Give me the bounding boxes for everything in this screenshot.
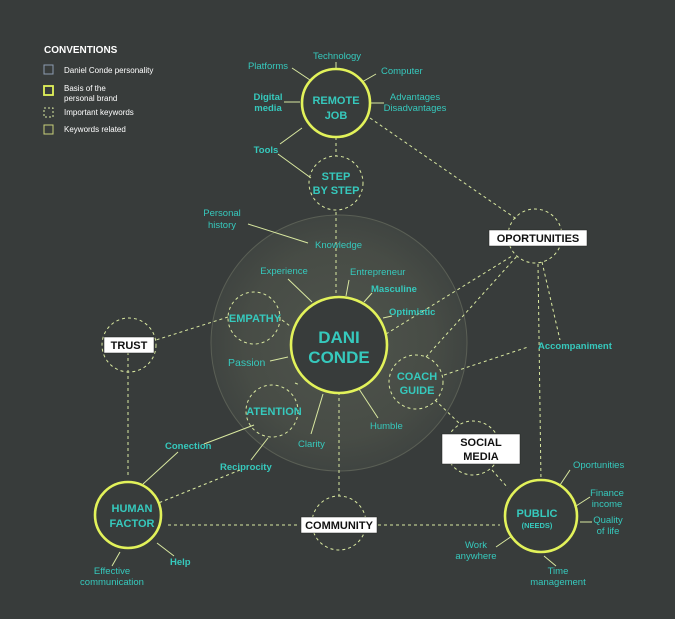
oportunities-small-text: Oportunities: [573, 460, 624, 471]
social-media-box: [441, 433, 521, 465]
humble-text: Humble: [370, 421, 403, 432]
remote-job-line2: JOB: [325, 110, 348, 122]
digital-media-line2: media: [254, 103, 282, 114]
computer-text: Computer: [381, 66, 423, 77]
advantages-line2: Disadvantages: [384, 103, 447, 114]
public-ring: [503, 478, 579, 554]
legend-swatch-personality: [43, 64, 54, 75]
atention-label: ATENTION: [246, 406, 301, 418]
effective-communication-line2: communication: [80, 577, 144, 588]
conection-text: Conection: [165, 441, 212, 452]
empathy-circle: [227, 291, 281, 345]
center-line1: DANI: [318, 328, 360, 347]
legend-swatch-related: [43, 124, 54, 135]
quality-of-life-line2: of life: [597, 526, 620, 537]
experience-text: Experience: [260, 266, 308, 277]
personal-history-line1: Personal: [203, 208, 241, 219]
coach-guide-circle: [388, 354, 444, 410]
time-management-line2: management: [530, 577, 586, 588]
community-box: [300, 516, 378, 534]
accompaniment-text: Accompaniment: [538, 341, 613, 352]
coach-guide-line1: COACH: [397, 371, 437, 383]
time-management-line1: Time: [548, 566, 569, 577]
legend: CONVENTIONS Daniel Conde personality Bas…: [43, 45, 153, 135]
human-factor-line1: HUMAN: [112, 503, 153, 515]
legend-swatch-basis: [43, 85, 54, 96]
dani-conde-ring: [289, 295, 389, 395]
social-media-line1: SOCIAL: [460, 437, 502, 449]
help-text: Help: [170, 557, 191, 568]
legend-basis-line1: Basis of the: [64, 84, 106, 93]
coach-guide-line2: GUIDE: [400, 385, 435, 397]
human-factor-ring: [93, 480, 163, 550]
oportunities-label: OPORTUNITIES: [497, 233, 580, 245]
public-line1: PUBLIC: [517, 508, 558, 520]
optimistic-text: Optimistic: [389, 307, 435, 318]
legend-personality-label: Daniel Conde personality: [64, 66, 153, 75]
legend-basis-line2: personal brand: [64, 94, 117, 103]
legend-swatch-important: [43, 107, 54, 118]
atention-circle: [245, 384, 299, 438]
work-anywhere-line2: anywhere: [455, 551, 496, 562]
work-anywhere-line1: Work: [465, 540, 487, 551]
personal-history-line2: history: [208, 220, 236, 231]
remote-job-line1: REMOTE: [312, 95, 359, 107]
tools-text: Tools: [254, 145, 279, 156]
remote-job-ring: [300, 67, 372, 139]
finance-income-line1: Finance: [590, 488, 624, 499]
reciprocity-text: Reciprocity: [220, 462, 272, 473]
social-media-line2: MEDIA: [463, 451, 499, 463]
step-by-step-circle: [308, 155, 364, 211]
step-by-step-line2: BY STEP: [313, 185, 360, 197]
trust-label: TRUST: [111, 340, 148, 352]
connectors: [111, 62, 592, 567]
trust-circle: [101, 317, 157, 373]
legend-important-label: Important keywords: [64, 108, 134, 117]
human-factor-line2: FACTOR: [109, 518, 154, 530]
empathy-label: EMPATHY: [229, 313, 282, 325]
advantages-line1: Advantages: [390, 92, 440, 103]
technology-text: Technology: [313, 51, 361, 62]
oportunities-box: [488, 229, 588, 247]
community-label: COMMUNITY: [305, 520, 373, 532]
quality-of-life-line1: Quality: [593, 515, 623, 526]
legend-related-label: Keywords related: [64, 125, 126, 134]
finance-income-line2: income: [592, 499, 623, 510]
center-line2: CONDE: [308, 348, 369, 367]
digital-media-line1: Digital: [253, 92, 282, 103]
public-line2: (NEEDS): [522, 521, 553, 530]
knowledge-text: Knowledge: [315, 240, 362, 251]
entrepreneur-text: Entrepreneur: [350, 267, 405, 278]
step-by-step-line1: STEP: [322, 171, 351, 183]
platforms-text: Platforms: [248, 61, 288, 72]
legend-title: CONVENTIONS: [44, 45, 118, 56]
passion-text: Passion: [228, 357, 266, 369]
clarity-text: Clarity: [298, 439, 325, 450]
trust-box: [103, 336, 155, 354]
effective-communication-line1: Effective: [94, 566, 130, 577]
masculine-text: Masculine: [371, 284, 417, 295]
